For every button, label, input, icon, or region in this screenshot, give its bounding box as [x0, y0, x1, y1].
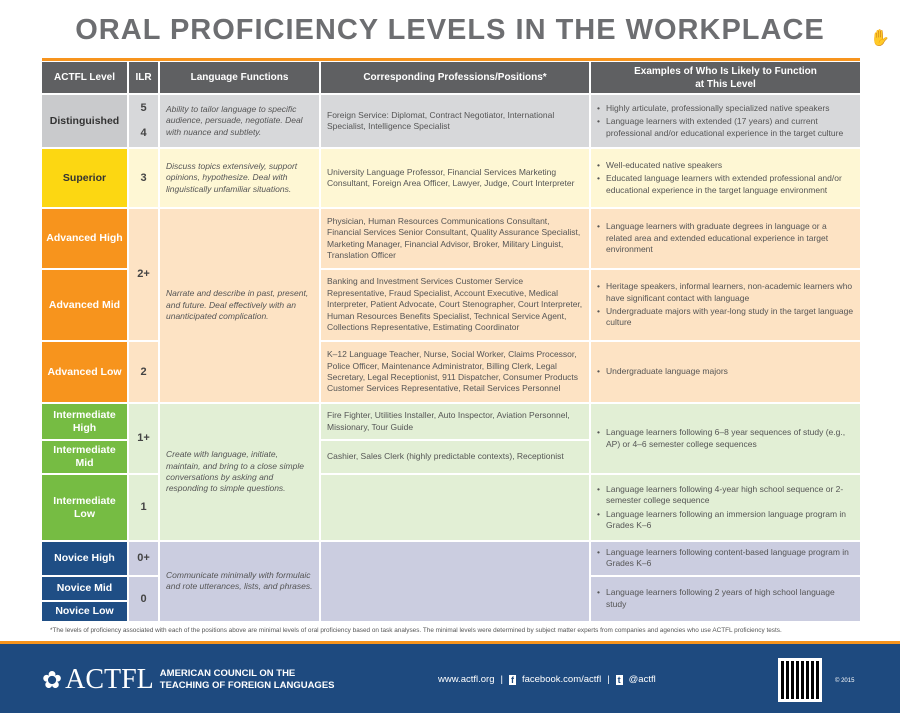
- examples-superior: Well-educated native speakersEducated la…: [591, 149, 860, 207]
- ilr-advanced-low: 2: [129, 342, 158, 402]
- ilr-value: 5: [140, 102, 147, 115]
- separator: |: [500, 674, 503, 686]
- examples-advanced-low: Undergraduate language majors: [591, 342, 860, 402]
- list-item: Highly articulate, professionally specia…: [597, 103, 854, 115]
- examples-intermediate-low: Language learners following 4-year high …: [591, 475, 860, 540]
- ilr-novice-low: 0: [129, 576, 158, 621]
- professions-advanced-low: K–12 Language Teacher, Nurse, Social Wor…: [321, 342, 589, 402]
- list-item: Language learners following 6–8 year seq…: [597, 427, 854, 450]
- list-item: Language learners with extended (17 year…: [597, 116, 854, 139]
- copyright: © 2015: [835, 678, 855, 685]
- facebook-icon: f: [508, 674, 516, 685]
- professions-advanced-mid: Banking and Investment Services Customer…: [321, 270, 589, 340]
- header-ilr: ILR: [129, 62, 158, 93]
- list-item: Language learners following content-base…: [597, 547, 854, 570]
- header-examples: Examples of Who Is Likely to Function at…: [591, 62, 860, 93]
- list-item: Language learners following an immersion…: [597, 509, 854, 532]
- social-links: www.actfl.org | f facebook.com/actfl | t…: [438, 674, 656, 685]
- list-item: Heritage speakers, informal learners, no…: [597, 281, 854, 304]
- professions-intermediate-high: Fire Fighter, Utilities Installer, Auto …: [321, 404, 589, 439]
- website-link[interactable]: www.actfl.org: [438, 674, 495, 686]
- facebook-link[interactable]: facebook.com/actfl: [521, 674, 602, 686]
- functions-superior: Discuss topics extensively, support opin…: [160, 149, 319, 207]
- org-line: TEACHING OF FOREIGN LANGUAGES: [159, 680, 335, 692]
- level-advanced-high: Advanced High: [42, 209, 127, 268]
- level-advanced-mid: Advanced Mid: [42, 270, 127, 340]
- level-superior: Superior: [42, 149, 127, 207]
- professions-novice: [321, 542, 589, 621]
- footnote: *The levels of proficiency associated wi…: [50, 626, 782, 634]
- twitter-icon: t: [615, 674, 623, 685]
- examples-advanced-high: Language learners with graduate degrees …: [591, 209, 860, 268]
- divider: [42, 58, 860, 61]
- list-item: Educated language learners with extended…: [597, 173, 854, 196]
- level-novice-mid: Novice Mid: [42, 576, 127, 600]
- level-intermediate-low: Intermediate Low: [42, 475, 127, 540]
- ilr-novice-high: 0+: [129, 542, 158, 575]
- examples-novice-mid-low: Language learners following 2 years of h…: [591, 576, 860, 621]
- page-title: ORAL PROFICIENCY LEVELS IN THE WORKPLACE: [75, 14, 825, 46]
- org-line: AMERICAN COUNCIL ON THE: [159, 668, 296, 680]
- hand-cursor-icon: ✋: [870, 30, 890, 47]
- actfl-logo: ✿ ACTFL AMERICAN COUNCIL ON THE TEACHING …: [42, 664, 335, 696]
- twitter-link[interactable]: @actfl: [628, 674, 656, 686]
- logo-wordmark: ACTFL: [65, 664, 154, 696]
- functions-intermediate: Create with language, initiate, maintain…: [160, 404, 319, 540]
- list-item: Language learners with graduate degrees …: [597, 221, 854, 255]
- footer: ✿ ACTFL AMERICAN COUNCIL ON THE TEACHING …: [0, 641, 900, 713]
- flower-emblem-icon: ✿: [42, 666, 63, 694]
- header-actfl-level: ACTFL Level: [42, 62, 127, 93]
- list-item: Undergraduate majors with year-long stud…: [597, 306, 854, 329]
- examples-novice-high: Language learners following content-base…: [591, 542, 860, 575]
- professions-intermediate-low: [321, 475, 589, 540]
- professions-advanced-high: Physician, Human Resources Communication…: [321, 209, 589, 268]
- functions-distinguished: Ability to tailor language to specific a…: [160, 95, 319, 147]
- list-item: Well-educated native speakers: [597, 160, 854, 172]
- functions-advanced: Narrate and describe in past, present, a…: [160, 209, 319, 402]
- level-intermediate-mid: Intermediate Mid: [42, 441, 127, 473]
- ilr-advanced-high: 2+: [129, 209, 158, 340]
- ilr-value: 4: [140, 127, 147, 139]
- list-item: Language learners following 2 years of h…: [597, 587, 854, 610]
- professions-superior: University Language Professor, Financial…: [321, 149, 589, 207]
- qr-code: [778, 658, 822, 703]
- ilr-superior: 3: [129, 149, 158, 207]
- level-intermediate-high: Intermediate High: [42, 404, 127, 439]
- separator: |: [607, 674, 610, 686]
- examples-distinguished: Highly articulate, professionally specia…: [591, 95, 860, 147]
- header-professions: Corresponding Professions/Positions*: [321, 62, 589, 93]
- ilr-intermediate-low: 1: [129, 475, 158, 540]
- org-name: AMERICAN COUNCIL ON THE TEACHING OF FOREI…: [160, 668, 335, 692]
- examples-advanced-mid: Heritage speakers, informal learners, no…: [591, 270, 860, 340]
- examples-intermediate-high-mid: Language learners following 6–8 year seq…: [591, 404, 860, 473]
- functions-novice: Communicate minimally with formulaic and…: [160, 542, 319, 621]
- proficiency-table: ACTFL Level ILR Language Functions Corre…: [42, 62, 860, 621]
- header-language-functions: Language Functions: [160, 62, 319, 93]
- level-novice-low: Novice Low: [42, 601, 127, 621]
- level-advanced-low: Advanced Low: [42, 342, 127, 402]
- list-item: Language learners following 4-year high …: [597, 484, 854, 507]
- level-novice-high: Novice High: [42, 542, 127, 575]
- professions-distinguished: Foreign Service: Diplomat, Contract Nego…: [321, 95, 589, 147]
- list-item: Undergraduate language majors: [597, 366, 728, 378]
- professions-intermediate-mid: Cashier, Sales Clerk (highly predictable…: [321, 441, 589, 473]
- level-distinguished: Distinguished: [42, 95, 127, 147]
- ilr-intermediate-high: 1+: [129, 404, 158, 473]
